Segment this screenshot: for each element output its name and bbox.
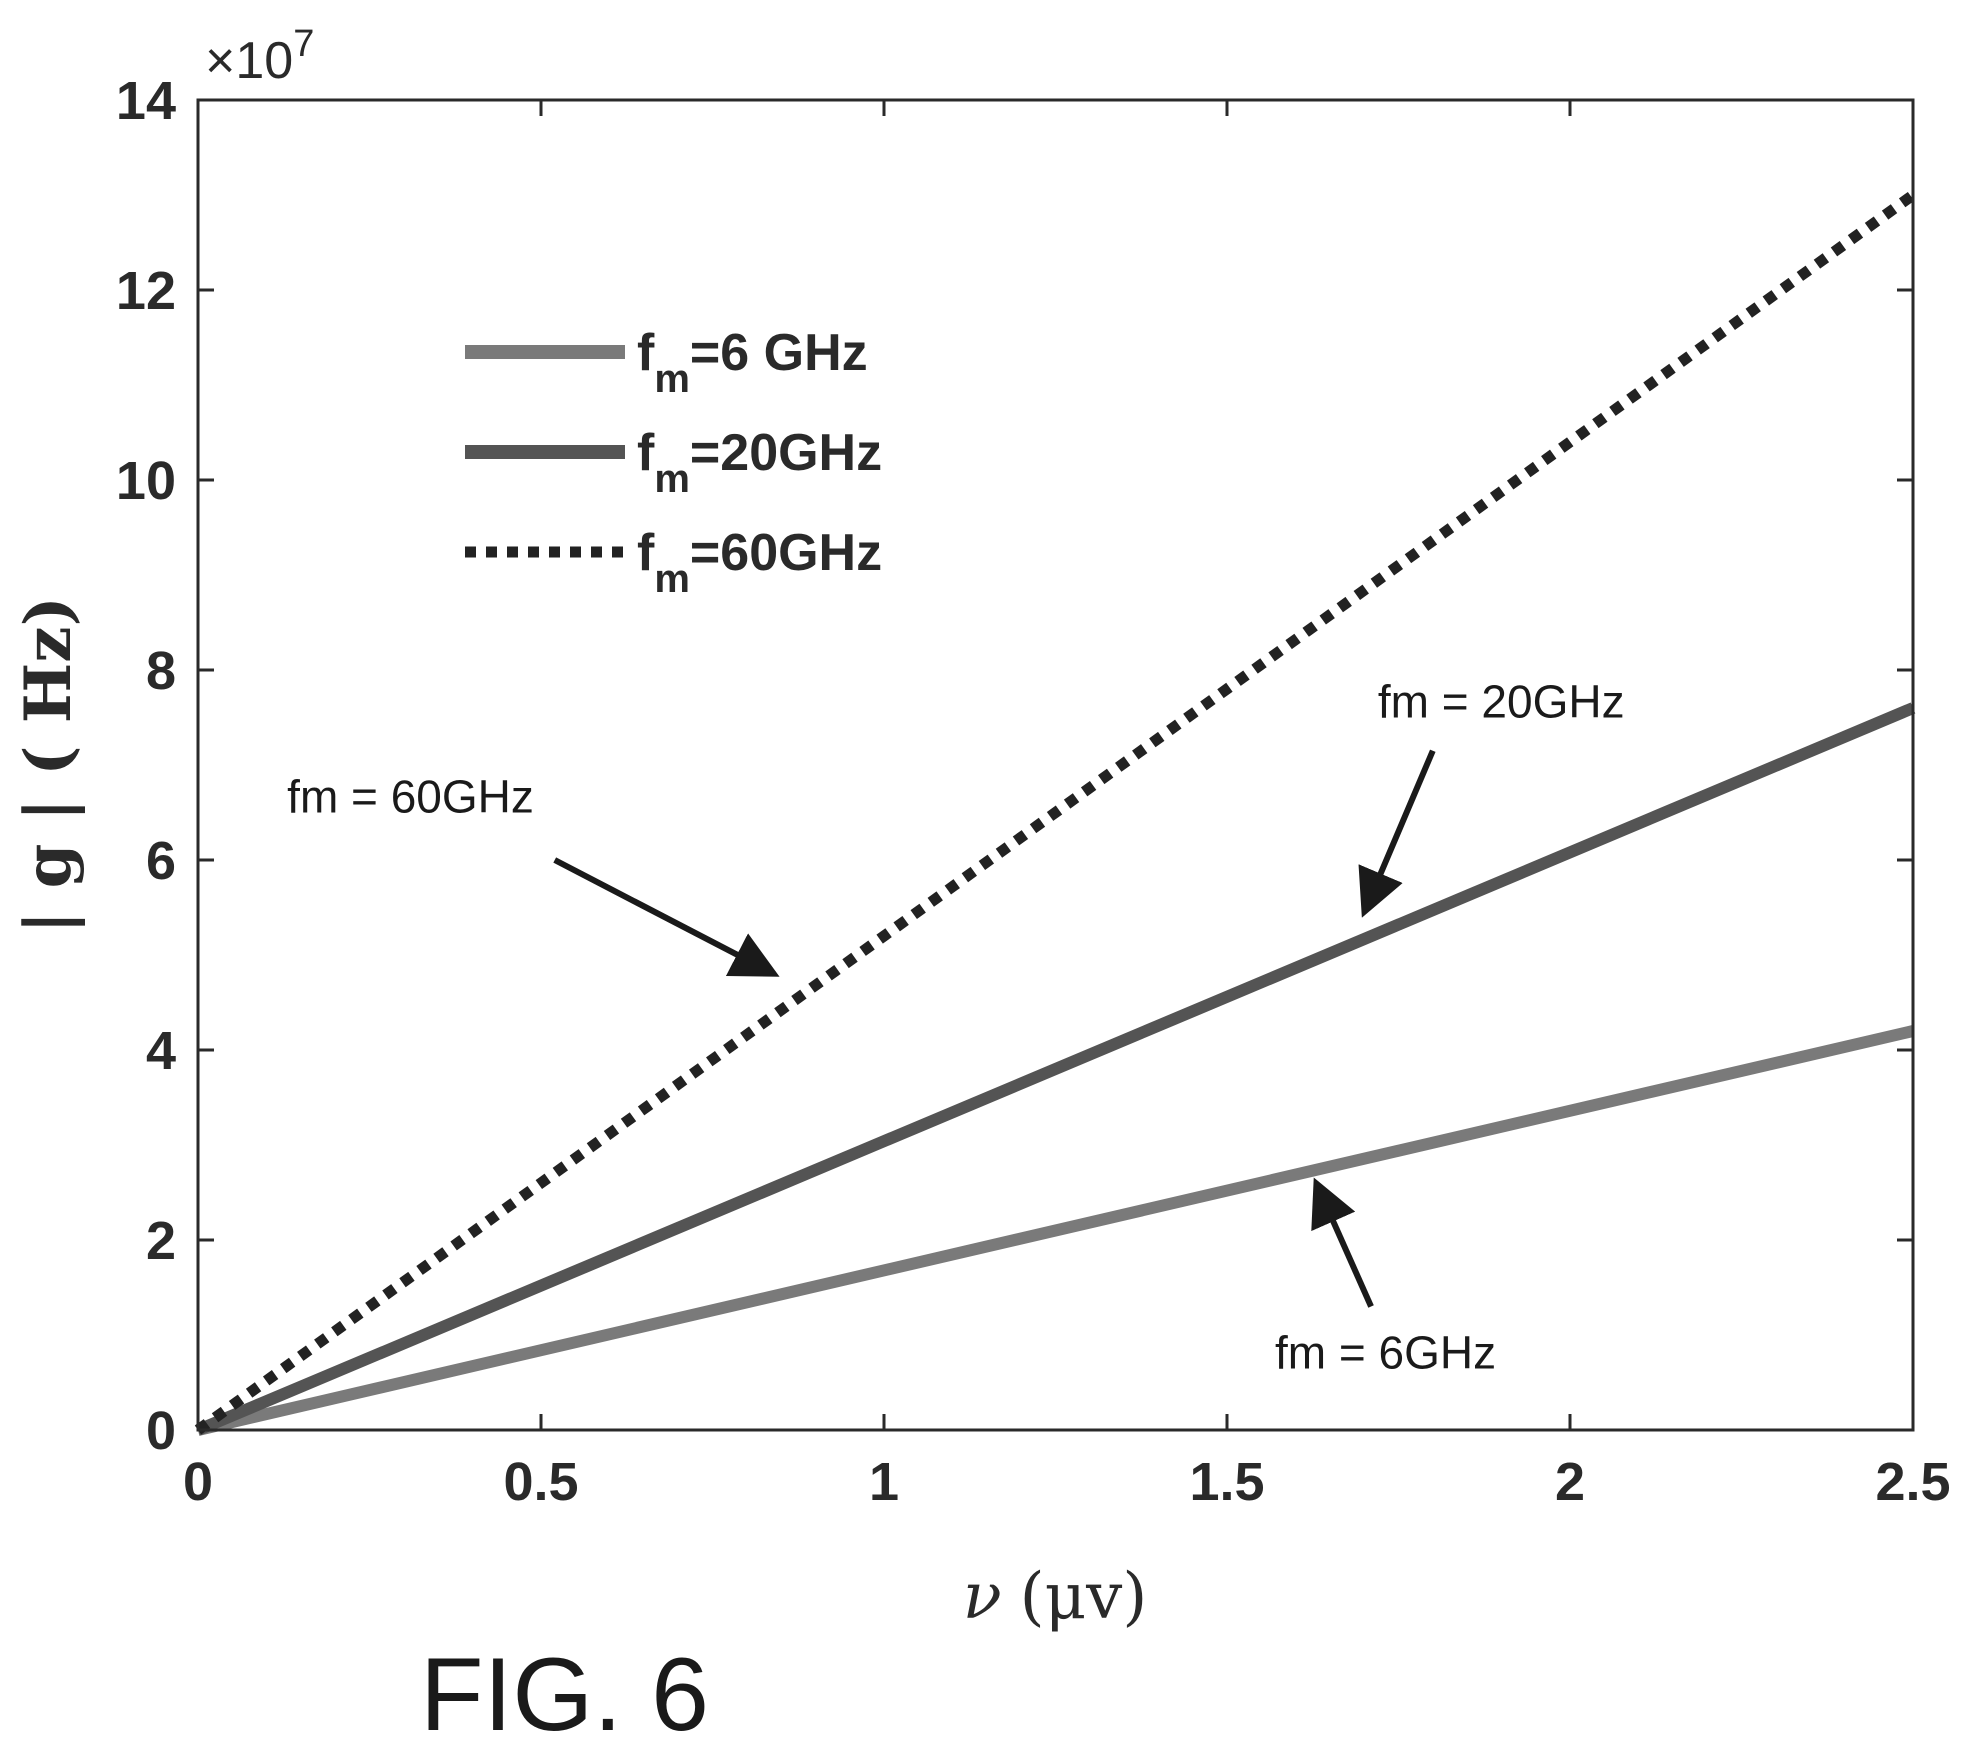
legend-label-0: fm=6 GHz: [637, 324, 868, 401]
y-tick-label: 2: [146, 1211, 176, 1271]
x-tick-label: 2: [1555, 1452, 1585, 1512]
figure-caption: FIG. 6: [420, 1637, 709, 1745]
series-line-1: [195, 702, 1916, 1436]
annotation-arrow-2: [1311, 1177, 1374, 1308]
annotation-arrow-0: [553, 857, 780, 977]
series-line-0: [196, 1025, 1915, 1436]
y-ticks: 0 2 4 6 8 10 12 14: [116, 71, 1913, 1461]
x-tick-label: 0: [183, 1452, 213, 1512]
y-multiplier-exponent: 7: [293, 23, 314, 65]
y-tick-label: 14: [116, 71, 176, 131]
annotation-label-0: fm = 60GHz: [287, 771, 534, 823]
x-axis-var: ν: [963, 1560, 1002, 1634]
y-axis-label: | g | ( Hz): [11, 596, 86, 934]
y-tick-label: 8: [146, 641, 176, 701]
legend-label-1: fm=20GHz: [637, 424, 882, 501]
annotation-label-2: fm = 6GHz: [1275, 1326, 1496, 1378]
x-tick-label: 0.5: [503, 1452, 578, 1512]
x-tick-label: 1.5: [1189, 1452, 1264, 1512]
series-group: [194, 190, 1917, 1436]
y-tick-label: 10: [116, 451, 176, 511]
y-tick-label: 4: [146, 1021, 176, 1081]
annotation-label-1: fm = 20GHz: [1378, 676, 1625, 728]
legend: fm=6 GHz fm=20GHz fm=60GHz: [465, 324, 882, 601]
y-tick-label: 6: [146, 831, 176, 891]
annotations: fm = 60GHz fm = 20GHz fm = 6GHz: [287, 676, 1624, 1379]
y-tick-label: 12: [116, 261, 176, 321]
x-tick-label: 1: [869, 1452, 899, 1512]
x-ticks: 0 0.5 1 1.5 2 2.5: [183, 100, 1951, 1512]
y-multiplier: ×107: [205, 23, 314, 90]
axes-frame: [196, 98, 1915, 1432]
x-tick-label: 2.5: [1875, 1452, 1950, 1512]
x-axis-label: ν (μv): [963, 1560, 1148, 1634]
legend-label-2: fm=60GHz: [637, 524, 882, 601]
x-axis-unit: (μv): [1020, 1560, 1148, 1634]
plot-area: [198, 100, 1913, 1430]
series-line-2: [194, 190, 1917, 1435]
y-tick-label: 0: [146, 1401, 176, 1461]
annotation-arrow-1: [1358, 749, 1436, 918]
